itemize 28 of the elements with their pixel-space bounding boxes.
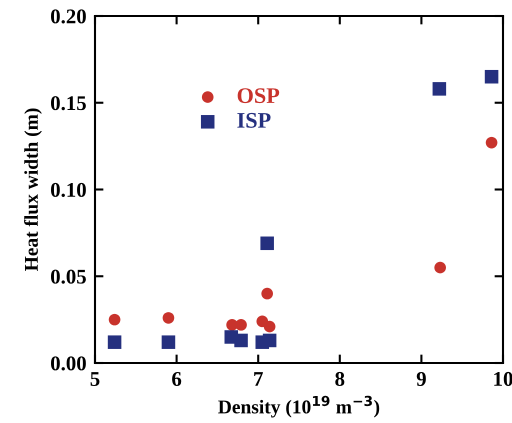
point [260, 236, 274, 250]
x-tick-label: 9 [416, 372, 426, 386]
y-tick-label: 0.20 [51, 9, 86, 24]
legend-label: ISP [237, 112, 271, 128]
point [235, 319, 247, 331]
point [432, 82, 446, 96]
y-axis-title: Heat flux width (m) [24, 108, 42, 271]
point [434, 262, 446, 274]
point [234, 334, 248, 348]
y-tick-label: 0.10 [51, 182, 86, 198]
y-tick-label: 0.15 [51, 96, 86, 110]
legend-label: OSP [238, 88, 280, 104]
y-tick-label: 0.05 [51, 270, 86, 284]
x-tick-label: 7 [254, 372, 263, 386]
x-axis-title: Density (10$^{19}$ m$^{−3}$) [218, 396, 380, 418]
point [162, 335, 176, 349]
point [486, 136, 498, 148]
x-tick-label: 5 [90, 372, 100, 386]
point [264, 320, 276, 332]
point [162, 312, 174, 324]
y-tick-label: 0.00 [51, 356, 86, 371]
x-tick-label: 8 [335, 372, 344, 386]
point [261, 288, 273, 300]
point [108, 314, 120, 326]
point [108, 335, 122, 349]
point [262, 334, 276, 348]
point [484, 70, 498, 84]
x-tick-label: 6 [172, 372, 182, 386]
